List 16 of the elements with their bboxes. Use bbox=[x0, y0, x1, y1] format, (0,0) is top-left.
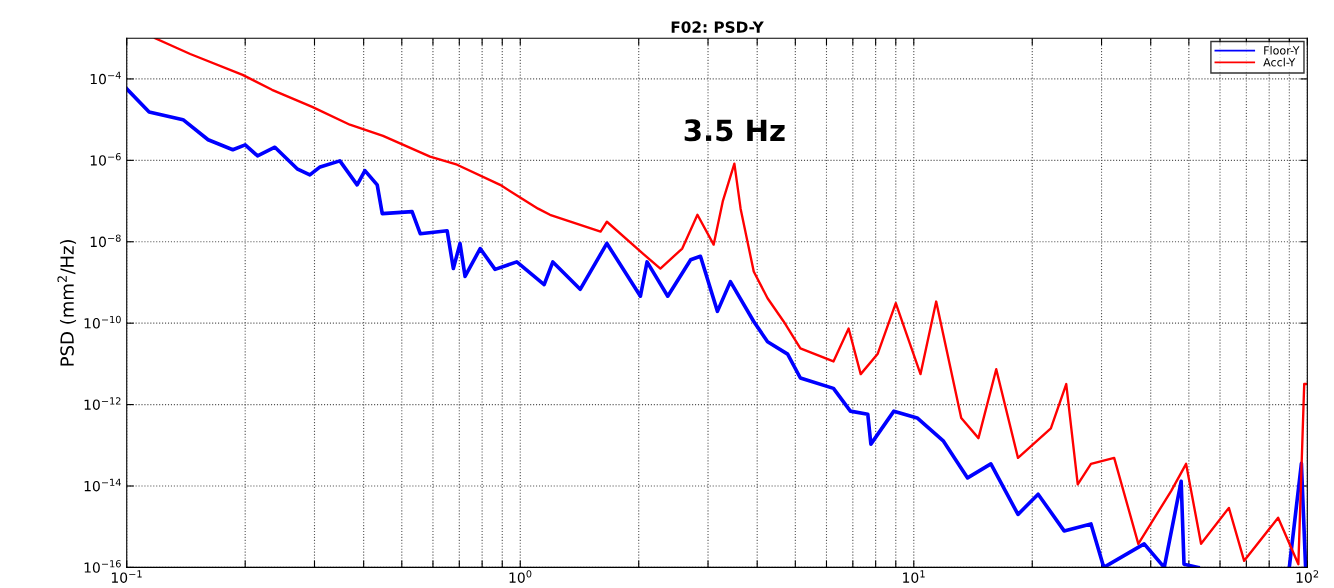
y-tick-label: 10$^{−6}$ bbox=[90, 152, 121, 166]
x-tick-label: 10$^{−1}$ bbox=[111, 570, 142, 583]
x-tick-label: 10$^{1}$ bbox=[903, 570, 925, 583]
legend-label: Accl-Y bbox=[1263, 57, 1296, 67]
y-tick-label: 10$^{−8}$ bbox=[90, 234, 121, 248]
x-tick-label: 10$^{0}$ bbox=[509, 570, 532, 583]
annotation: 3.5 Hz bbox=[684, 119, 785, 142]
y-tick-label: 10$^{−14}$ bbox=[84, 478, 121, 492]
y-tick-label: 10$^{−16}$ bbox=[84, 560, 121, 573]
chart-title: F02: PSD-Y bbox=[671, 21, 764, 33]
y-tick-label: 10$^{−4}$ bbox=[90, 71, 121, 85]
x-tick-label: 10$^{2}$ bbox=[1296, 570, 1319, 583]
y-axis-title: PSD (mm$^{2}$/Hz) bbox=[57, 240, 77, 366]
legend-label: Floor-Y bbox=[1264, 46, 1300, 55]
y-tick-label: 10$^{−10}$ bbox=[84, 315, 121, 329]
y-tick-label: 10$^{−12}$ bbox=[84, 397, 121, 410]
